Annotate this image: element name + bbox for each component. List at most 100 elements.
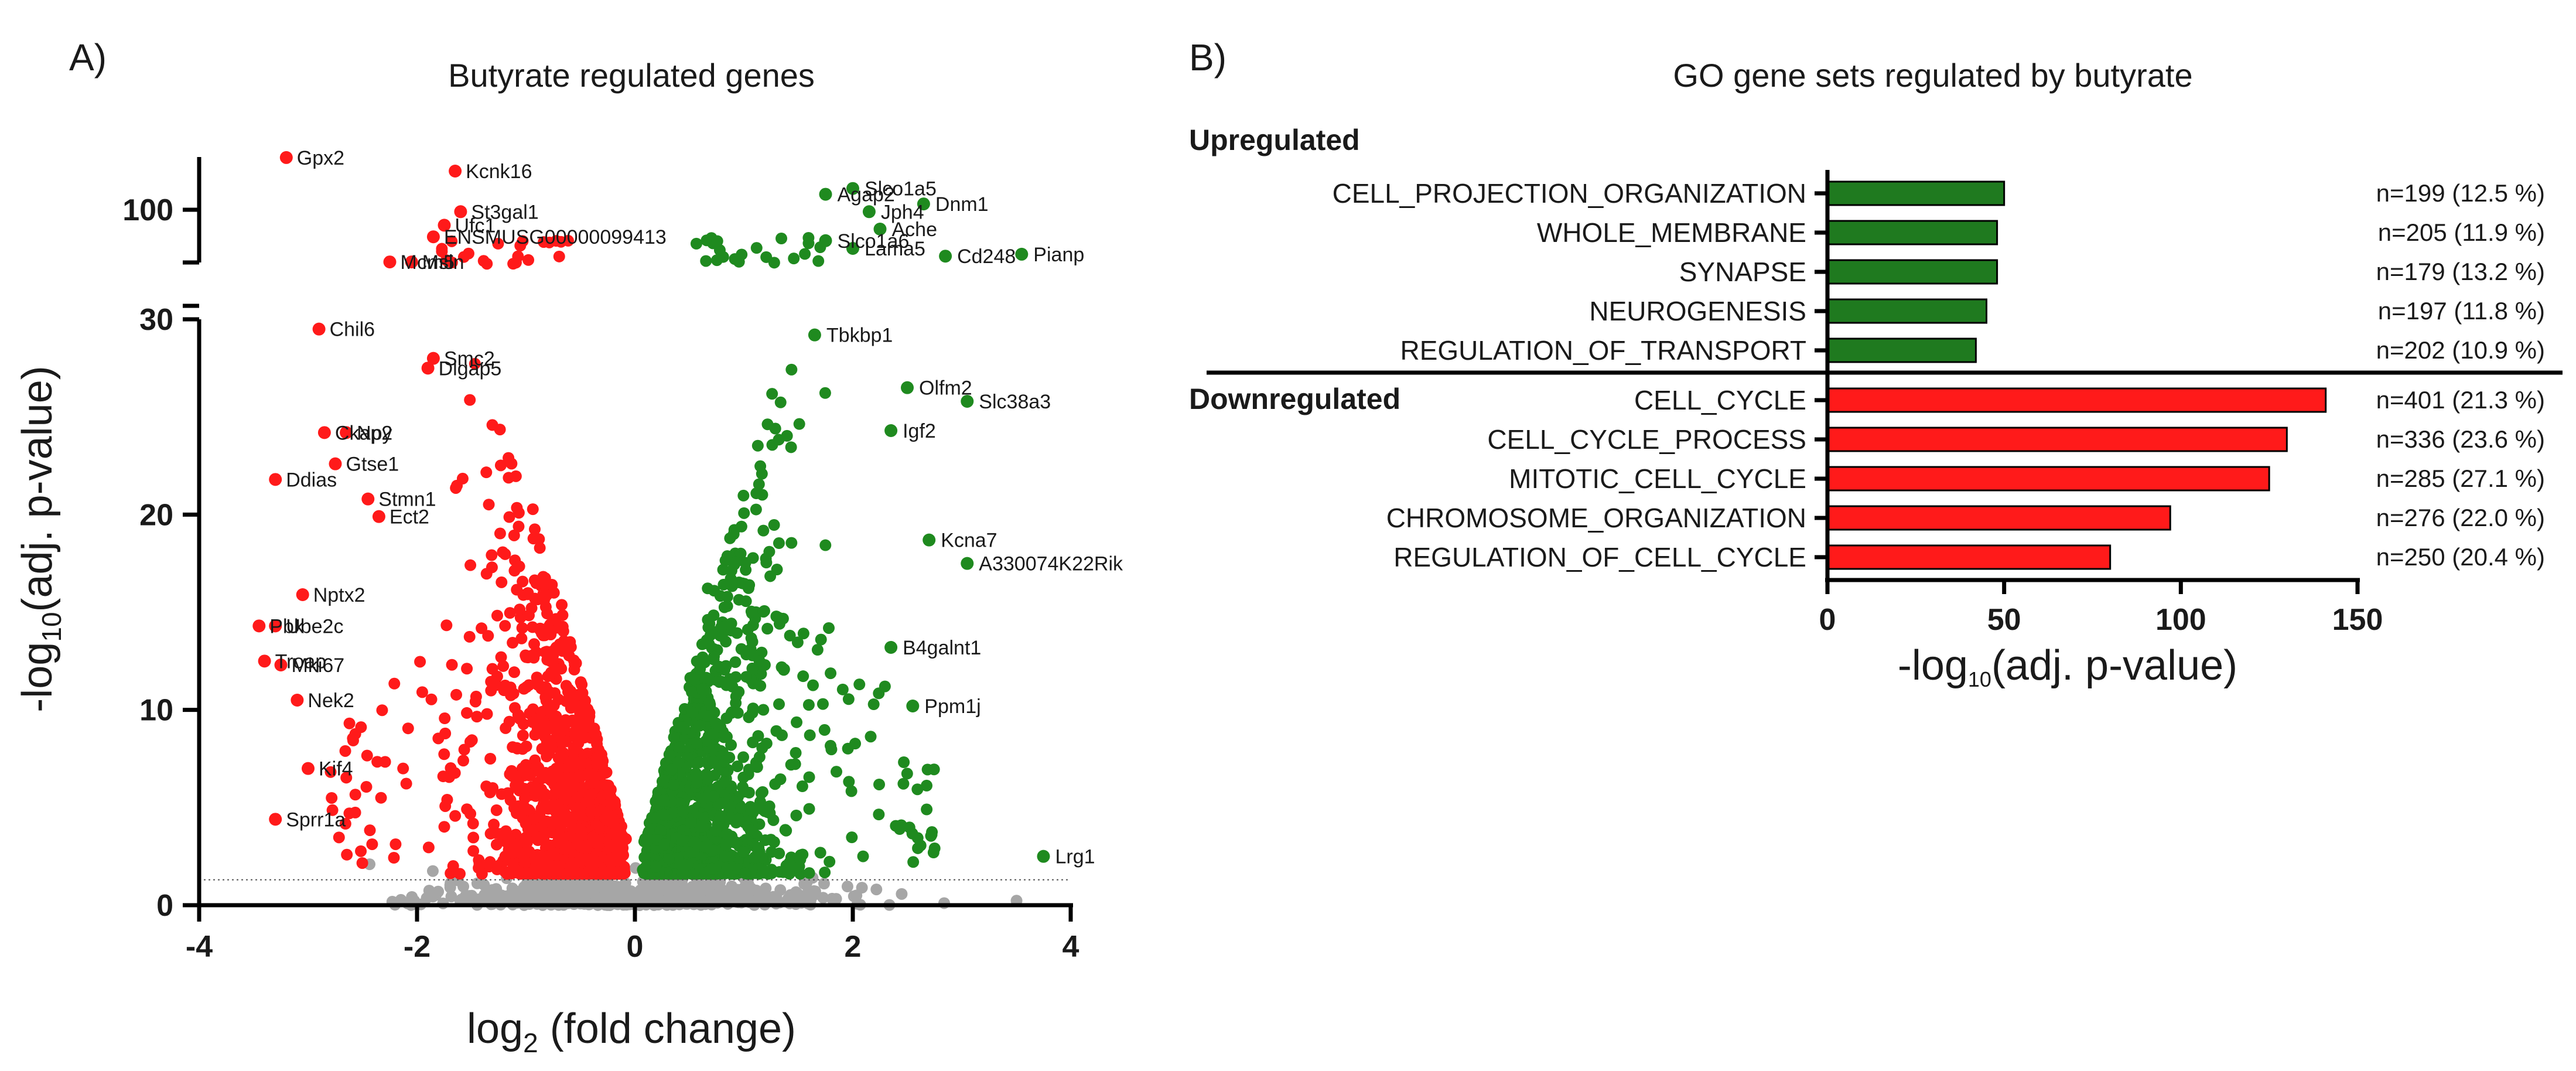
labeled-point [340,426,353,439]
go-bar [1826,427,2288,452]
down-point [453,868,466,880]
down-point [460,707,473,719]
ns-point [665,892,677,905]
down-point [565,857,578,869]
up-point [811,644,824,656]
down-point [602,812,614,824]
labeled-point [269,473,282,486]
go-bar [1826,544,2112,570]
go-category-label: SYNAPSE [1679,257,1806,287]
down-point [583,768,595,780]
go-count-annotation: n=205 (11.9 %) [2378,219,2545,246]
down-point [494,459,507,472]
go-axes: 0 50 100 150 [1207,170,2563,637]
down-point [371,756,384,768]
up-point [797,627,809,640]
down-point [504,607,516,619]
down-point [464,559,477,571]
gene-label: Kif4 [319,758,353,780]
labeled-point [961,395,974,408]
down-point [585,806,597,818]
down-point [558,723,570,735]
gene-label: Stmn1 [378,489,436,511]
up-point [816,698,829,710]
down-point [514,713,526,725]
down-point [590,729,602,741]
down-point [512,250,524,262]
go-count-annotation: n=336 (23.6 %) [2376,425,2545,453]
up-point [761,623,774,635]
up-point [688,673,700,685]
labeled-point [873,223,887,236]
up-point [693,756,705,769]
ns-point [601,890,613,902]
gene-label: Ppm1j [924,695,980,718]
up-point [685,846,697,858]
down-point [440,619,453,632]
down-point [457,251,470,263]
labeled-point [361,492,375,506]
up-point [921,779,933,792]
down-point [439,712,451,724]
labeled-point [884,641,898,654]
down-point [522,804,535,816]
down-point [507,741,519,753]
down-point [586,788,598,800]
go-count-annotation: n=401 (21.3 %) [2376,386,2545,414]
down-point [438,748,450,760]
gene-label: A330074K22Rik [979,553,1123,575]
down-point [560,840,572,852]
up-point [794,853,807,865]
volcano-y-axis-label: -log10(adj. p-value) [14,366,67,712]
down-point [516,622,528,634]
down-point [527,621,539,633]
down-point [522,254,535,266]
go-x-axis-label: -log10(adj. p-value) [1898,642,2237,691]
down-point [440,254,452,267]
x-tick-label: 2 [845,930,862,964]
up-point [753,841,765,854]
down-point [508,666,521,678]
down-point [535,803,548,815]
up-point [668,731,680,743]
ns-point [445,891,457,903]
down-point [445,762,457,775]
down-point [547,645,559,657]
labeled-point [939,250,952,263]
down-point [476,622,488,635]
gene-label: Ect2 [390,506,429,528]
down-point [532,679,544,691]
go-bar [1826,505,2171,531]
up-point [782,867,794,879]
ns-point [732,884,744,896]
gene-label: Lrg1 [1055,846,1095,868]
up-point [718,755,730,768]
down-point [549,818,561,830]
go-category-label: CELL_CYCLE [1634,385,1806,415]
down-point [603,868,615,880]
down-point [425,693,438,705]
go-category-label: REGULATION_OF_CELL_CYCLE [1393,542,1806,572]
down-point [326,804,339,816]
down-point [532,762,545,774]
up-point [658,775,670,787]
ns-point [426,865,439,877]
panel-b-label: B) [1189,36,1226,79]
gene-label: B4galnt1 [903,637,981,659]
down-point [438,821,450,833]
x-tick-label: 4 [1062,930,1079,964]
up-point [707,844,719,857]
gene-label: Ckap2 [335,422,392,444]
section-title: Downregulated [1189,383,1400,415]
up-point [734,547,747,560]
ns-point [478,879,490,891]
gene-label: Ube2c [286,615,343,637]
up-point [774,396,787,408]
down-point [480,466,493,479]
down-point [503,452,515,464]
gene-label: Troap [275,650,327,673]
up-point [738,507,750,519]
up-point [737,751,750,763]
up-point [702,710,714,722]
gene-label: Agap2 [838,184,895,206]
